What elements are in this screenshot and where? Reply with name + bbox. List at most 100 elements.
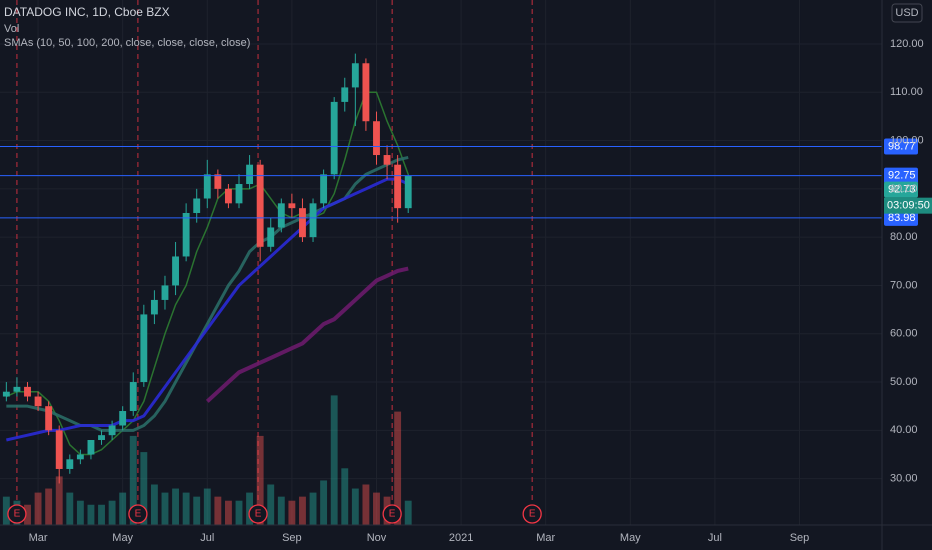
y-tick-label: 70.00 bbox=[890, 279, 918, 291]
volume-bar bbox=[45, 488, 53, 525]
volume-bar bbox=[87, 504, 95, 525]
volume-bar bbox=[277, 496, 285, 525]
volume-bar bbox=[404, 500, 412, 525]
volume-bar bbox=[256, 435, 264, 525]
countdown: 03:09:50 bbox=[887, 200, 930, 212]
y-tick-label: 30.00 bbox=[890, 473, 918, 485]
y-tick-label: 40.00 bbox=[890, 424, 918, 436]
currency[interactable]: USD bbox=[895, 7, 918, 19]
candle-body bbox=[150, 299, 158, 315]
volume-bar bbox=[224, 500, 232, 525]
y-tick-label: 90.00 bbox=[890, 183, 918, 195]
candle-body bbox=[55, 430, 63, 469]
volume-bar bbox=[2, 496, 10, 525]
candle-body bbox=[161, 285, 169, 300]
candle-body bbox=[45, 406, 53, 431]
volume-bar bbox=[98, 504, 105, 525]
candle-body bbox=[13, 386, 21, 392]
sma-line bbox=[205, 266, 409, 403]
volume-bar bbox=[119, 492, 127, 525]
event-badge-label[interactable]: E bbox=[135, 509, 142, 520]
x-tick-label: May bbox=[620, 532, 641, 544]
volume-bar bbox=[235, 500, 243, 525]
y-tick-label: 60.00 bbox=[890, 328, 918, 340]
x-tick-label: Jul bbox=[708, 532, 722, 544]
volume-bar bbox=[140, 452, 148, 525]
currency-box[interactable] bbox=[891, 3, 923, 23]
volume-bar bbox=[161, 492, 169, 525]
event-badge[interactable] bbox=[248, 504, 268, 524]
x-tick-label: Sep bbox=[282, 532, 302, 544]
event-badge-label[interactable]: E bbox=[389, 509, 396, 520]
x-tick-label: 2021 bbox=[449, 532, 473, 544]
event-badge-label[interactable]: E bbox=[529, 509, 536, 520]
candle-body bbox=[299, 208, 306, 238]
volume-bar bbox=[320, 480, 328, 525]
countdown-tag bbox=[884, 197, 932, 214]
candle-body bbox=[362, 63, 370, 122]
volume-bar bbox=[55, 476, 63, 525]
volume-bar bbox=[288, 500, 296, 525]
x-tick-label: May bbox=[112, 532, 133, 544]
candle-body bbox=[98, 435, 105, 440]
x-tick-label: Jul bbox=[200, 532, 214, 544]
candle-body bbox=[76, 454, 84, 460]
candle-body bbox=[394, 164, 402, 209]
event-badge[interactable] bbox=[382, 504, 402, 524]
volume-bar bbox=[309, 492, 317, 525]
level-tag-label: 83.98 bbox=[888, 212, 916, 224]
volume-bar bbox=[66, 492, 74, 525]
candle-body bbox=[24, 386, 31, 397]
volume-bar bbox=[351, 488, 359, 525]
event-badge-label[interactable]: E bbox=[255, 509, 262, 520]
candle-body bbox=[193, 198, 201, 213]
volume-bar bbox=[267, 484, 275, 525]
candle-body bbox=[203, 174, 211, 199]
volume-title: Vol bbox=[4, 23, 19, 35]
candle-body bbox=[182, 212, 190, 257]
event-badge[interactable] bbox=[128, 504, 148, 524]
volume-bar bbox=[108, 500, 116, 525]
last-price-tag bbox=[884, 181, 918, 198]
x-tick-label: Sep bbox=[790, 532, 810, 544]
candle-body bbox=[288, 203, 296, 209]
indicator-title: SMAs (10, 50, 100, 200, close, close, cl… bbox=[4, 37, 250, 49]
candle-body bbox=[119, 411, 127, 426]
volume-bar bbox=[246, 492, 254, 525]
level-tag bbox=[884, 167, 918, 184]
volume-bar bbox=[214, 496, 222, 525]
candle-body bbox=[320, 174, 328, 204]
candle-body bbox=[277, 203, 285, 228]
candle-body bbox=[267, 227, 275, 247]
event-badge[interactable] bbox=[7, 504, 27, 524]
candle-body bbox=[66, 459, 74, 469]
volume-bar bbox=[150, 484, 158, 525]
last-price: 92.73 bbox=[888, 184, 916, 196]
y-tick-label: 100.00 bbox=[890, 134, 924, 146]
sma-line bbox=[6, 91, 409, 456]
candle-body bbox=[309, 203, 317, 238]
candle-body bbox=[214, 174, 222, 189]
level-tag-label: 92.75 bbox=[888, 169, 916, 181]
sma-line bbox=[6, 177, 409, 442]
event-badge[interactable] bbox=[522, 504, 542, 524]
chart-title: DATADOG INC, 1D, Cboe BZX bbox=[4, 5, 170, 19]
volume-bar bbox=[182, 492, 190, 525]
candle-body bbox=[34, 396, 42, 407]
x-tick-label: Mar bbox=[536, 532, 555, 544]
candle-body bbox=[129, 382, 137, 412]
y-tick-label: 120.00 bbox=[890, 38, 924, 50]
candle-body bbox=[172, 256, 179, 286]
candle-body bbox=[383, 155, 391, 165]
event-badge-label[interactable]: E bbox=[14, 509, 21, 520]
candle-body bbox=[246, 164, 254, 185]
candle-body bbox=[235, 184, 243, 204]
volume-bar bbox=[193, 496, 201, 525]
volume-bar bbox=[34, 492, 42, 525]
volume-bar bbox=[203, 488, 211, 525]
candle-body bbox=[404, 175, 412, 209]
candle-body bbox=[256, 164, 264, 247]
candle-body bbox=[2, 391, 10, 397]
